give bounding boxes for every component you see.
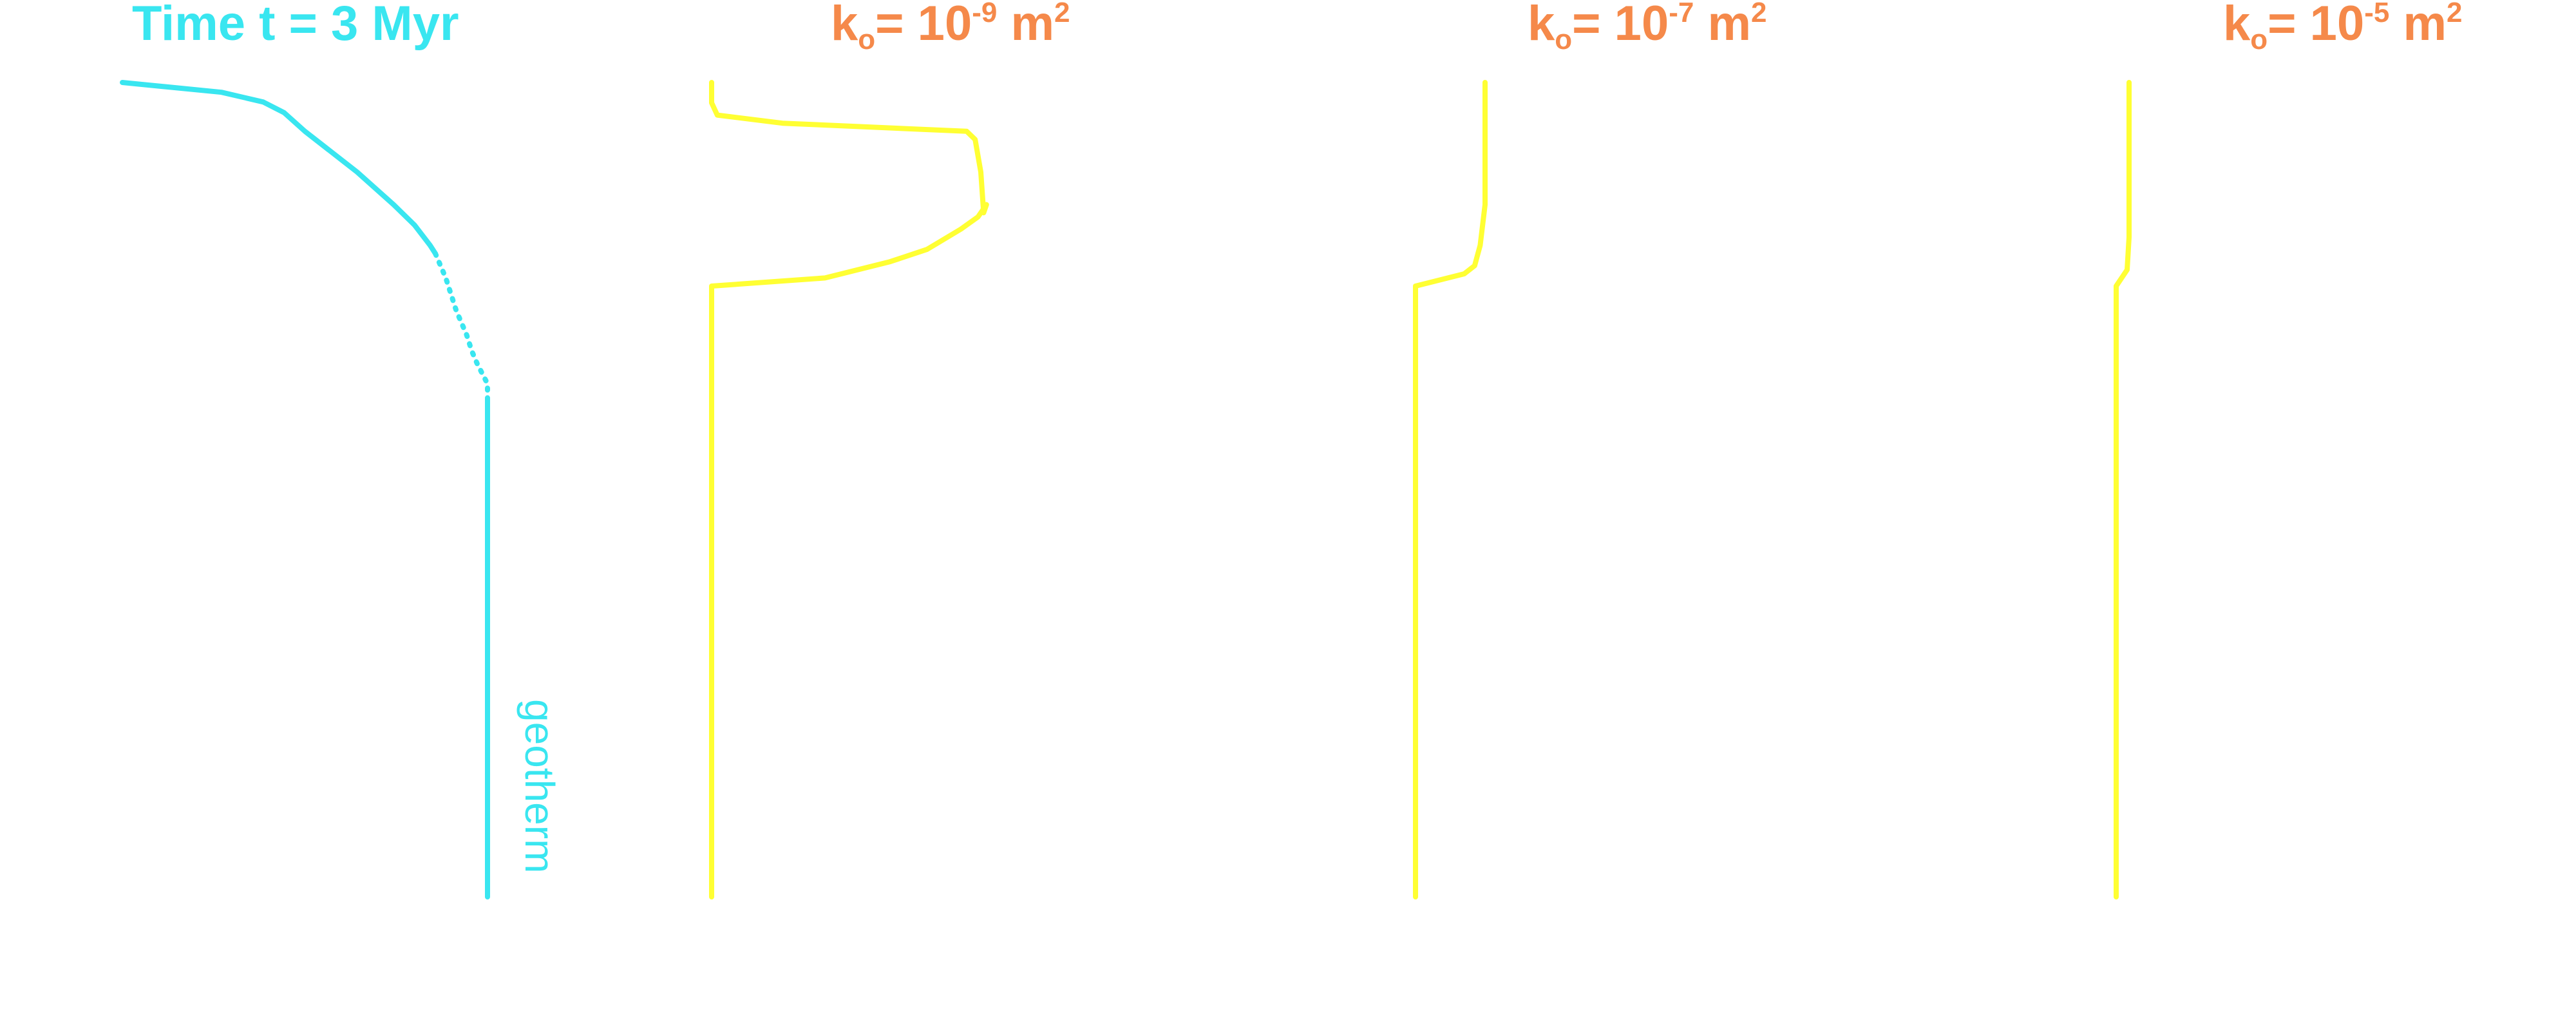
title-k-exponent: -9 <box>972 0 997 28</box>
panel-k-1e-7: ko= 10-7 m2 <box>1413 0 1767 899</box>
geotherm-label: geotherm <box>516 699 563 873</box>
title-k-unit: m <box>997 0 1054 51</box>
panel-title-time: Time t = 3 Myr <box>132 0 459 51</box>
title-k-exponent: -5 <box>2364 0 2389 28</box>
title-k-base: = 10 <box>1572 0 1669 51</box>
panel-title-time-text: Time t = 3 Myr <box>132 0 459 51</box>
title-k-unit-exponent: 2 <box>2447 0 2462 28</box>
title-k-unit-exponent: 2 <box>1751 0 1766 28</box>
panel-title-k-1e-9: ko= 10-9 m2 <box>831 0 1070 55</box>
profile-line-k-1e-7 <box>1413 80 1488 899</box>
title-k-base: = 10 <box>875 0 972 51</box>
title-k-unit: m <box>2389 0 2447 51</box>
panel-title-k-1e-5: ko= 10-5 m2 <box>2223 0 2463 55</box>
title-k-unit-exponent: 2 <box>1054 0 1070 28</box>
geotherm-line-dotted <box>433 251 490 403</box>
title-k-exponent: -7 <box>1669 0 1694 28</box>
title-k-symbol: k <box>2223 0 2251 51</box>
panel-k-1e-5: ko= 10-5 m2 <box>2114 0 2463 899</box>
title-k-subscript: o <box>858 24 875 55</box>
title-k-subscript: o <box>2250 24 2268 55</box>
profile-line-k-1e-5 <box>2114 80 2132 899</box>
title-k-symbol: k <box>1528 0 1555 51</box>
panel-k-1e-9: ko= 10-9 m2 <box>709 0 1070 899</box>
title-k-symbol: k <box>831 0 858 51</box>
title-k-unit: m <box>1694 0 1751 51</box>
geotherm-line-upper <box>120 80 438 256</box>
profile-line-k-1e-9 <box>709 80 989 899</box>
title-k-base: = 10 <box>2268 0 2364 51</box>
panel-geotherm: Time t = 3 Myr geotherm <box>120 0 563 899</box>
panel-title-k-1e-7: ko= 10-7 m2 <box>1528 0 1767 55</box>
title-k-subscript: o <box>1555 24 1572 55</box>
